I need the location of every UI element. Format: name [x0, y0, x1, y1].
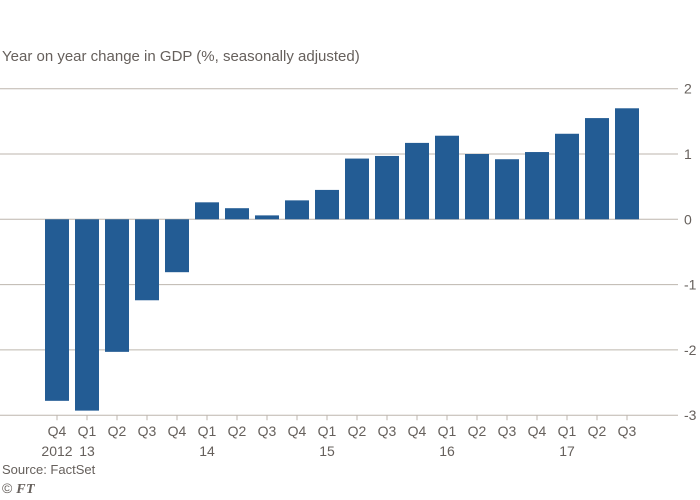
year-label: 15 [319, 443, 335, 459]
x-tick-label: Q1 [558, 423, 577, 439]
x-tick-label: Q4 [288, 423, 307, 439]
year-label: 2012 [41, 443, 72, 459]
bar [255, 215, 279, 220]
x-tick-label: Q4 [48, 423, 67, 439]
x-tick-label: Q4 [168, 423, 187, 439]
year-label: 16 [439, 443, 455, 459]
year-label: 14 [199, 443, 215, 459]
year-label: 13 [79, 443, 95, 459]
x-tick-label: Q4 [528, 423, 547, 439]
x-tick-label: Q2 [468, 423, 487, 439]
bar [75, 219, 99, 411]
bar [345, 158, 369, 220]
source-label: Source: FactSet [2, 462, 96, 477]
x-tick-label: Q1 [438, 423, 457, 439]
chart-title: Year on year change in GDP (%, seasonall… [2, 48, 360, 65]
year-label: 17 [559, 443, 575, 459]
x-tick-label: Q4 [408, 423, 427, 439]
y-tick-label: 2 [684, 81, 692, 97]
y-tick-label: 1 [684, 146, 692, 162]
ft-logo-letters: FT [16, 482, 36, 497]
x-tick-label: Q3 [498, 423, 517, 439]
x-tick-label: Q3 [258, 423, 277, 439]
bar [405, 142, 429, 220]
bar [195, 202, 219, 220]
x-tick-label: Q1 [318, 423, 337, 439]
bar [495, 159, 519, 220]
x-tick-label: Q3 [618, 423, 637, 439]
bar [315, 189, 339, 220]
y-tick-label: 0 [684, 211, 692, 227]
x-tick-label: Q3 [138, 423, 157, 439]
bar [45, 219, 69, 401]
y-tick-label: -3 [684, 407, 697, 423]
x-tick-label: Q2 [348, 423, 367, 439]
bar [585, 118, 609, 220]
bar [615, 108, 639, 220]
ft-logo: © FT [2, 480, 35, 498]
x-tick-label: Q2 [108, 423, 127, 439]
x-tick-label: Q2 [588, 423, 607, 439]
bar [165, 219, 189, 273]
x-tick-label: Q2 [228, 423, 247, 439]
bar [465, 154, 489, 220]
bar [225, 208, 249, 220]
x-tick-label: Q1 [198, 423, 217, 439]
bar [375, 155, 399, 220]
bar [285, 200, 309, 220]
bar [555, 133, 579, 220]
bar [525, 152, 549, 220]
copyright-icon: © [2, 480, 13, 496]
y-tick-label: -2 [684, 342, 697, 358]
x-tick-label: Q3 [378, 423, 397, 439]
bar [105, 219, 129, 352]
bar [135, 219, 159, 301]
x-tick-label: Q1 [78, 423, 97, 439]
bar [435, 135, 459, 220]
y-tick-label: -1 [684, 277, 697, 293]
